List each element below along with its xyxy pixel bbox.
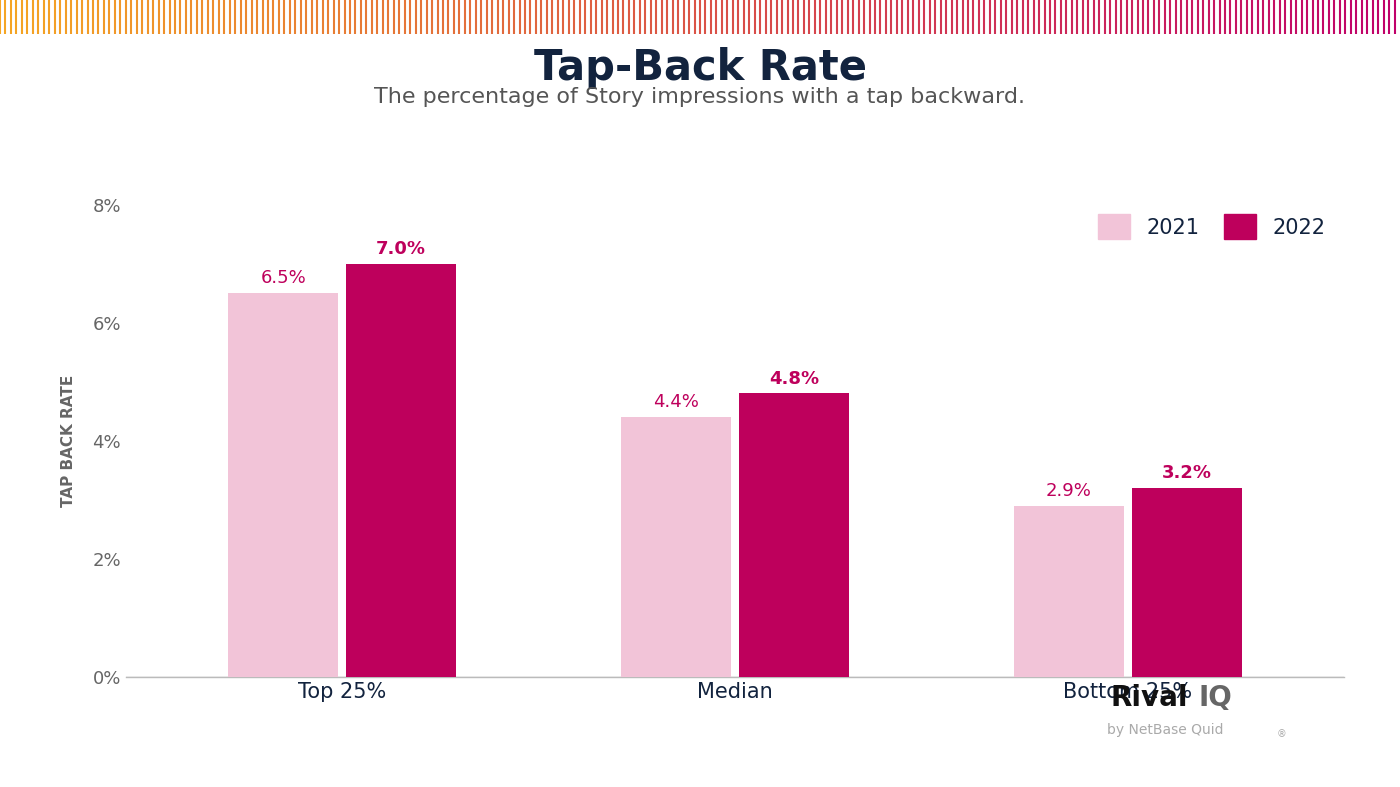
Bar xyxy=(739,394,848,677)
Text: 7.0%: 7.0% xyxy=(377,240,426,258)
Legend: 2021, 2022: 2021, 2022 xyxy=(1091,205,1334,248)
Bar xyxy=(228,294,339,677)
Text: IQ: IQ xyxy=(1198,684,1232,712)
Bar xyxy=(1131,488,1242,677)
Text: Tap-Back Rate: Tap-Back Rate xyxy=(533,47,867,89)
Bar xyxy=(1014,506,1124,677)
Bar xyxy=(622,417,731,677)
Text: 6.5%: 6.5% xyxy=(260,269,307,287)
Text: ®: ® xyxy=(1277,729,1287,739)
Bar xyxy=(346,264,456,677)
Text: 2.9%: 2.9% xyxy=(1046,482,1092,500)
Y-axis label: TAP BACK RATE: TAP BACK RATE xyxy=(60,375,76,507)
Text: 4.8%: 4.8% xyxy=(769,370,819,388)
Text: 3.2%: 3.2% xyxy=(1162,464,1212,482)
Text: Rival: Rival xyxy=(1110,684,1187,712)
Text: 4.4%: 4.4% xyxy=(654,394,699,411)
Text: by NetBase Quid: by NetBase Quid xyxy=(1107,723,1224,737)
Text: The percentage of Story impressions with a tap backward.: The percentage of Story impressions with… xyxy=(375,87,1025,106)
